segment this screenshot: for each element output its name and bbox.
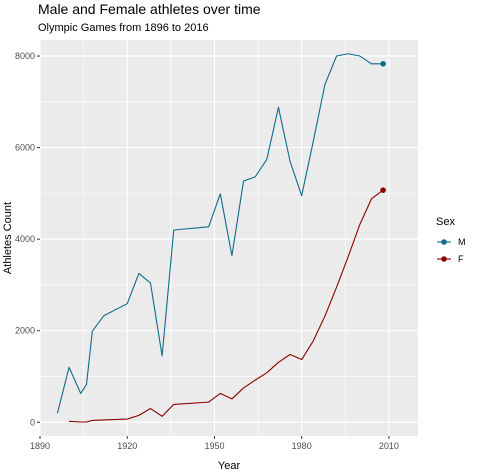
x-tick-label: 1890 bbox=[30, 441, 50, 451]
y-tick-label: 0 bbox=[30, 417, 35, 427]
series-lines bbox=[56, 53, 386, 423]
y-tick-label: 4000 bbox=[15, 234, 35, 244]
x-tick-label: 1980 bbox=[292, 441, 312, 451]
y-tick-label: 8000 bbox=[15, 51, 35, 61]
grid-lines bbox=[39, 40, 418, 436]
x-axis-title: Year bbox=[218, 460, 241, 472]
axis-ticks: 1890 1920 1950 1980 2010 0 2000 4000 6000 8000 bbox=[15, 51, 399, 451]
y-tick-label: 6000 bbox=[15, 143, 35, 153]
legend-label-M: M bbox=[458, 237, 466, 247]
legend-key-point-F bbox=[441, 256, 447, 262]
y-tick-label: 2000 bbox=[15, 326, 35, 336]
legend-title: Sex bbox=[436, 216, 455, 228]
legend: Sex MF bbox=[436, 216, 466, 264]
series-end-point-F bbox=[380, 187, 386, 193]
series-line-M bbox=[56, 53, 384, 414]
legend-label-F: F bbox=[458, 254, 464, 264]
x-tick-label: 1950 bbox=[204, 441, 224, 451]
series-end-point-M bbox=[380, 61, 386, 67]
y-axis-title: Athletes Count bbox=[2, 202, 14, 274]
x-tick-label: 1920 bbox=[117, 441, 137, 451]
legend-items: MF bbox=[437, 237, 466, 264]
chart-title: Male and Female athletes over time bbox=[38, 1, 261, 17]
chart-subtitle: Olympic Games from 1896 to 2016 bbox=[38, 22, 209, 34]
legend-key-point-M bbox=[441, 239, 447, 245]
x-tick-label: 2010 bbox=[379, 441, 399, 451]
series-line-F bbox=[69, 189, 384, 423]
